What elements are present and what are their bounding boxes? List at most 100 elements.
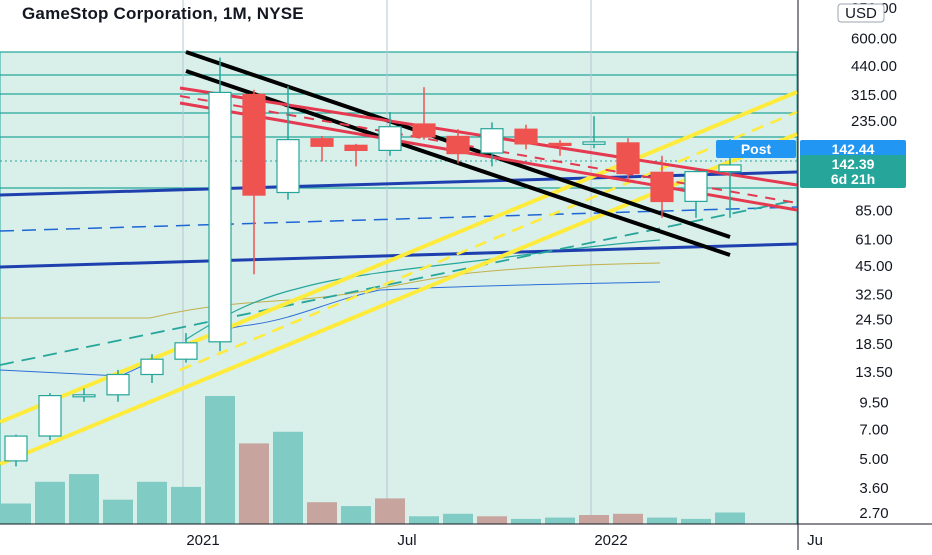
candle-body: [242, 93, 266, 196]
candle-body: [208, 91, 232, 343]
candle[interactable]: [140, 354, 164, 383]
yellow-channel-upper: [0, 90, 798, 424]
volume-bar: [341, 506, 371, 524]
candle[interactable]: [548, 140, 572, 156]
green-dashed-trend: [0, 199, 798, 366]
post-price-badge: 142.44: [800, 140, 906, 158]
volume-bar: [137, 481, 167, 524]
candle-body: [72, 394, 96, 398]
candle[interactable]: [208, 57, 232, 352]
candle-body: [174, 342, 198, 360]
y-tick-label: 9.50: [859, 395, 888, 412]
candle[interactable]: [582, 116, 606, 149]
volume-bar: [69, 474, 99, 524]
volume-bar: [307, 502, 337, 524]
volume-bar: [205, 396, 235, 524]
candle[interactable]: [344, 143, 368, 167]
candle-body: [514, 128, 538, 145]
volume-bar: [171, 486, 201, 524]
y-tick-label: 2.70: [859, 505, 888, 522]
candle[interactable]: [106, 369, 130, 402]
y-tick-label: 315.00: [851, 87, 897, 104]
y-tick-label: 600.00: [851, 31, 897, 48]
y-tick-label: 45.00: [855, 258, 893, 275]
candle-body: [140, 358, 164, 376]
candle[interactable]: [72, 388, 96, 402]
y-tick-label: 7.00: [859, 422, 888, 439]
candle-body: [718, 164, 742, 173]
candle[interactable]: [310, 136, 334, 162]
candle-body: [616, 142, 640, 175]
candle[interactable]: [174, 333, 198, 363]
candle-body: [106, 373, 130, 396]
candle[interactable]: [242, 89, 266, 275]
y-tick-label: 440.00: [851, 58, 897, 75]
candle-body: [4, 435, 28, 462]
countdown-badge: 6d 21h: [800, 170, 906, 188]
volume-bar: [613, 513, 643, 524]
y-tick-label: 13.50: [855, 364, 893, 381]
volume-bar: [579, 515, 609, 524]
candle[interactable]: [276, 86, 300, 200]
chart-title: GameStop Corporation, 1M, NYSE: [22, 4, 304, 23]
volume-bar: [545, 517, 575, 524]
y-tick-label: 85.00: [855, 202, 893, 219]
candle-body: [480, 128, 504, 154]
volume-bar: [681, 518, 711, 524]
volume-bar: [239, 443, 269, 524]
candlesticks: [4, 57, 742, 467]
volume-bar: [273, 431, 303, 524]
candle-body: [412, 123, 436, 138]
volume-bar: [715, 512, 745, 524]
currency-box[interactable]: [837, 3, 885, 23]
yellow-channel-mid: [179, 110, 798, 372]
candle-body: [446, 135, 470, 155]
candle[interactable]: [480, 122, 504, 167]
candle[interactable]: [412, 87, 436, 140]
volume-bar: [1, 503, 31, 524]
y-tick-label: 24.50: [855, 312, 893, 329]
candle[interactable]: [616, 138, 640, 180]
candle-body: [582, 141, 606, 145]
candle[interactable]: [38, 393, 62, 441]
candle-body: [378, 126, 402, 151]
y-tick-label: 18.50: [855, 336, 893, 353]
candle-body: [684, 171, 708, 203]
x-tick-label: 2021: [186, 532, 219, 549]
candle[interactable]: [446, 129, 470, 164]
candle-body: [310, 138, 334, 147]
x-axis: 2021 Jul 2022 Ju: [186, 532, 823, 549]
y-tick-label: 32.50: [855, 287, 893, 304]
last-price-badge: 142.39: [800, 155, 906, 173]
x-tick-label: 2022: [594, 532, 627, 549]
y-tick-label: 235.00: [851, 113, 897, 130]
candle-body: [38, 395, 62, 437]
volume-bar: [103, 499, 133, 524]
volume-bar: [409, 516, 439, 524]
blue-trend-dashed: [0, 206, 798, 232]
volume-bar: [647, 517, 677, 524]
y-tick-label: 3.60: [859, 480, 888, 497]
candle[interactable]: [650, 155, 674, 218]
candle[interactable]: [4, 434, 28, 467]
candle-body: [276, 139, 300, 194]
candle[interactable]: [684, 169, 708, 218]
x-tick-label: Ju: [807, 532, 823, 549]
volume-bar: [35, 481, 65, 524]
candle-body: [344, 144, 368, 152]
y-tick-label: 5.00: [859, 451, 888, 468]
volume-bar: [443, 513, 473, 524]
candle[interactable]: [378, 112, 402, 156]
currency-label: USD: [845, 5, 877, 22]
candle-body: [650, 171, 674, 203]
volume-bar: [375, 498, 405, 524]
candle[interactable]: [514, 124, 538, 150]
x-tick-label: Jul: [397, 532, 416, 549]
volume-bar: [477, 516, 507, 524]
candle-body: [548, 142, 572, 146]
post-label-badge: Post: [716, 140, 796, 158]
ma-teal: [184, 239, 661, 341]
volume-bars: [1, 396, 745, 524]
